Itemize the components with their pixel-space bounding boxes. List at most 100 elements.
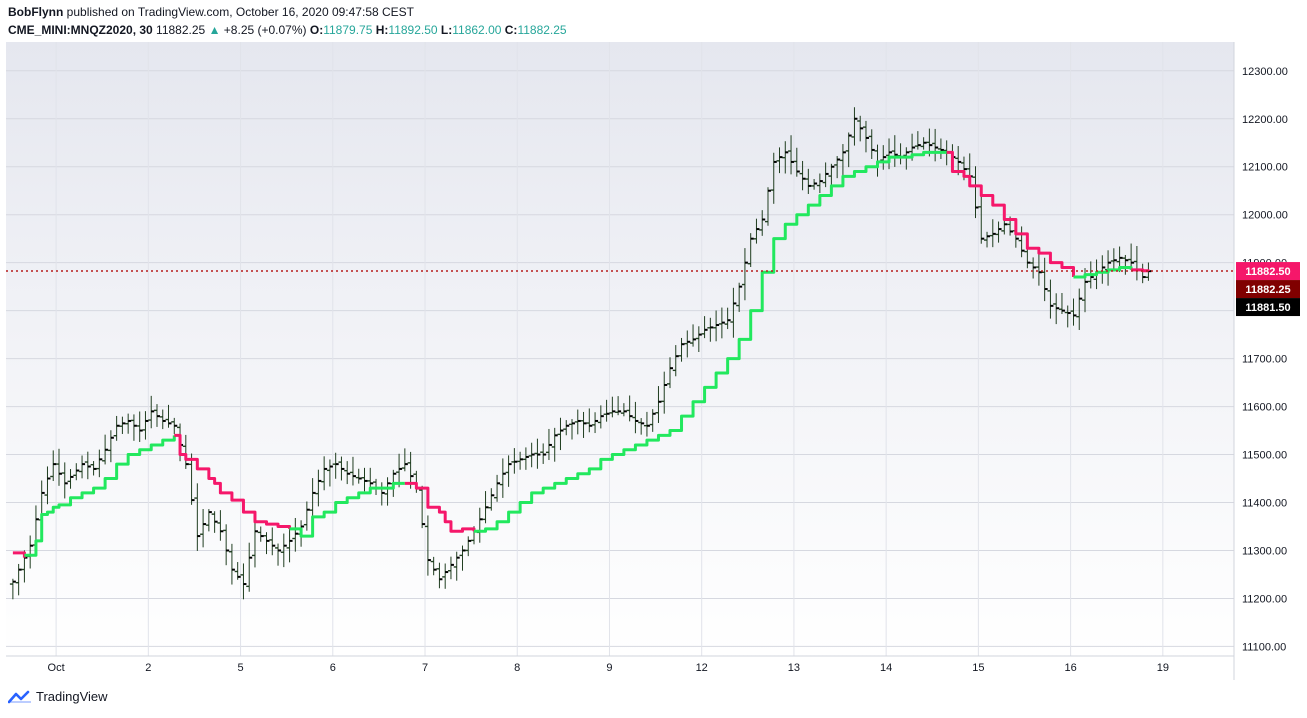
ohlc-bar: [753, 218, 760, 244]
ohlc-bar: [1001, 219, 1008, 235]
ohlc-bar: [695, 326, 702, 353]
ohlc-bar: [488, 488, 495, 511]
plot-area[interactable]: [6, 42, 1234, 656]
high-value: 11892.50: [388, 23, 438, 37]
supertrend-down-segment: [174, 433, 292, 529]
ohlc-bar: [361, 467, 368, 492]
ohlc-bar: [1053, 293, 1060, 325]
ohlc-bar: [401, 448, 408, 472]
ohlc-bar: [125, 413, 132, 434]
ohlc-bar: [845, 132, 852, 168]
supertrend-up-segment: [289, 481, 405, 538]
price-axis[interactable]: 11100.00 11200.00 11300.00 11400.00 11500.00…: [1242, 66, 1288, 654]
brand-name: TradingView: [36, 689, 108, 704]
publish-line: BobFlynn published on TradingView.com, O…: [8, 5, 414, 19]
ohlc-bar: [839, 144, 846, 176]
ohlc-bar: [430, 556, 437, 576]
ohlc-bar: [419, 485, 426, 529]
ohlc-bar: [223, 524, 230, 566]
ohlc-bar: [574, 409, 581, 435]
ohlc-bar: [586, 408, 593, 433]
change-arrow-icon: ▲: [208, 23, 221, 37]
ohlc-bar: [638, 418, 645, 435]
supertrend-down-segment: [946, 150, 1075, 278]
ohlc-bar: [822, 162, 829, 188]
time-tick-label: 8: [514, 662, 520, 674]
ohlc-bar: [9, 578, 16, 600]
ohlc-bar: [459, 545, 466, 571]
ohlc-bar: [724, 307, 731, 330]
tradingview-logo[interactable]: TradingView: [8, 689, 108, 704]
symbol-name: CME_MINI:MNQZ2020, 30: [8, 23, 153, 37]
ohlc-bar: [67, 469, 74, 489]
ohlc-bar: [228, 543, 235, 585]
author-name[interactable]: BobFlynn: [8, 5, 64, 19]
supertrend-up-segment: [474, 150, 947, 533]
ohlc-bars: [9, 107, 1152, 600]
ohlc-bar: [643, 411, 650, 437]
last-price: 11882.25: [156, 23, 206, 37]
ohlc-bar: [303, 501, 310, 531]
ohlc-bar: [886, 138, 893, 170]
price-tag-box: [1236, 262, 1300, 281]
ohlc-bar: [153, 404, 160, 427]
symbol-line: CME_MINI:MNQZ2020, 30 11882.25 ▲ +8.25 (…: [8, 23, 567, 37]
low-label: L:: [440, 23, 453, 37]
ohlc-bar: [494, 474, 501, 502]
ohlc-bar: [666, 357, 673, 389]
ohlc-bar: [517, 451, 524, 470]
price-tag-label: 11882.50: [1245, 266, 1290, 278]
ohlc-bar: [972, 166, 979, 219]
ohlc-bar: [355, 468, 362, 484]
ohlc-bar: [1076, 288, 1083, 330]
time-tick-label: 15: [972, 662, 984, 674]
ohlc-bar: [73, 463, 80, 481]
ohlc-bar: [1047, 279, 1054, 319]
ohlc-bar: [626, 395, 633, 422]
published-text: published on TradingView.com, October 16…: [66, 5, 415, 19]
price-change: +8.25 (+0.07%): [223, 23, 307, 37]
ohlc-bar: [257, 526, 264, 542]
ohlc-bar: [528, 442, 535, 468]
ohlc-bar: [442, 563, 449, 589]
ohlc-bar: [747, 233, 754, 268]
time-axis[interactable]: Oct 2 5 6 7 8 9 12 13 14 15 16 19: [48, 662, 1169, 674]
ohlc-bar: [505, 455, 512, 487]
ohlc-bar: [620, 403, 627, 417]
ohlc-bar: [615, 396, 622, 416]
ohlc-bar: [280, 533, 287, 568]
ohlc-bar: [286, 526, 293, 563]
ohlc-bar: [211, 511, 218, 533]
price-tick-label: 11700.00: [1242, 354, 1287, 366]
ohlc-bar: [436, 562, 443, 589]
ohlc-bar: [597, 405, 604, 429]
ohlc-bar: [632, 401, 639, 434]
ohlc-bar: [171, 417, 178, 435]
ohlc-bar: [240, 563, 247, 600]
time-tick-label: 16: [1064, 662, 1076, 674]
high-label: H:: [375, 23, 389, 37]
ohlc-bar: [834, 156, 841, 179]
ohlc-bar: [690, 324, 697, 347]
ohlc-bar: [119, 416, 126, 434]
low-value: 11862.00: [452, 23, 502, 37]
ohlc-bar: [194, 483, 201, 551]
ohlc-bar: [90, 461, 97, 476]
ohlc-bar: [811, 178, 818, 190]
supertrend-line: [12, 150, 1150, 558]
time-tick-label: 19: [1157, 662, 1169, 674]
ohlc-bar: [880, 145, 887, 170]
ohlc-bar: [332, 452, 339, 479]
ohlc-bar: [545, 428, 552, 461]
price-tag-box: [1236, 298, 1300, 317]
ohlc-bar: [424, 515, 431, 576]
ohlc-bar: [1018, 226, 1025, 258]
price-tag-label: 11881.50: [1245, 302, 1290, 314]
ohlc-bar: [816, 173, 823, 194]
ohlc-bar: [1024, 247, 1031, 269]
ohlc-bar: [275, 543, 282, 566]
price-tick-label: 11500.00: [1242, 450, 1287, 462]
ohlc-bar: [344, 461, 351, 485]
ohlc-bar: [44, 466, 51, 505]
